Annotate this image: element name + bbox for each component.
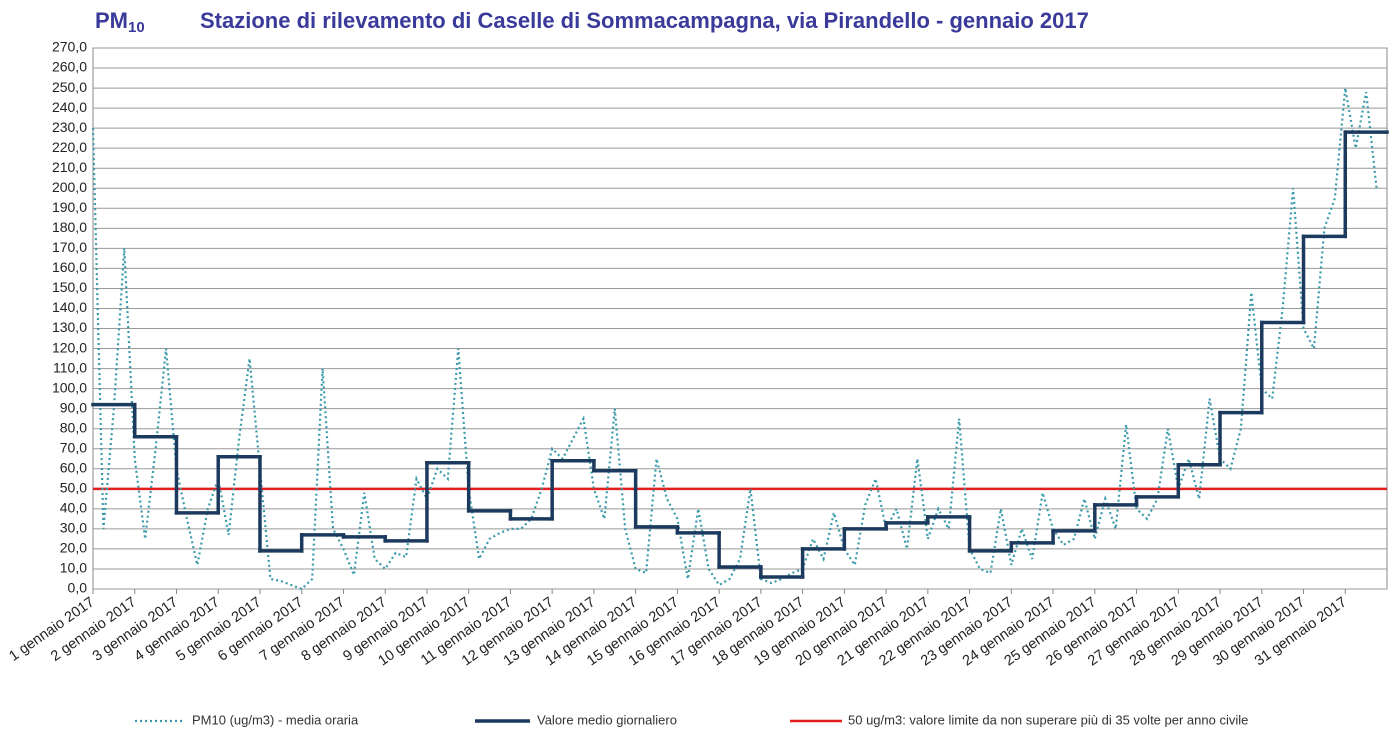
y-tick-label: 200,0 — [52, 179, 87, 195]
y-tick-label: 130,0 — [52, 319, 87, 335]
y-tick-label: 240,0 — [52, 99, 87, 115]
y-tick-label: 120,0 — [52, 339, 87, 355]
subscript: 10 — [128, 19, 145, 36]
y-tick-label: 150,0 — [52, 279, 87, 295]
y-tick-label: 70,0 — [60, 439, 87, 455]
legend-label: Valore medio giornaliero — [537, 712, 677, 727]
y-tick-label: 250,0 — [52, 79, 87, 95]
y-tick-label: 10,0 — [60, 560, 87, 576]
y-tick-label: 230,0 — [52, 119, 87, 135]
y-tick-label: 160,0 — [52, 259, 87, 275]
y-tick-label: 100,0 — [52, 379, 87, 395]
legend-label: 50 ug/m3: valore limite da non superare … — [848, 712, 1248, 727]
plot-frame — [92, 47, 1388, 590]
y-tick-label: 180,0 — [52, 219, 87, 235]
y-tick-label: 50,0 — [60, 480, 87, 496]
y-tick-label: 90,0 — [60, 399, 87, 415]
y-tick-label: 40,0 — [60, 500, 87, 516]
y-tick-label: 110,0 — [53, 359, 87, 375]
y-tick-label: 260,0 — [52, 59, 87, 75]
y-tick-label: 210,0 — [52, 159, 87, 175]
y-tick-label: 190,0 — [52, 199, 87, 215]
y-tick-label: 0,0 — [68, 580, 88, 596]
y-tick-label: 220,0 — [52, 139, 87, 155]
legend-label: PM10 (ug/m3) - media oraria — [192, 712, 359, 727]
y-tick-label: 80,0 — [60, 419, 87, 435]
y-tick-label: 20,0 — [60, 540, 87, 556]
y-tick-label: 140,0 — [52, 299, 87, 315]
pollutant: PM — [95, 8, 128, 33]
y-tick-label: 60,0 — [60, 459, 87, 475]
y-tick-label: 30,0 — [60, 520, 87, 536]
hourly-line — [91, 87, 1378, 591]
y-tick-label: 270,0 — [52, 39, 87, 55]
chart-title: Stazione di rilevamento di Caselle di So… — [200, 8, 1089, 33]
y-tick-label: 170,0 — [52, 239, 87, 255]
title-pollutant: PM10 — [95, 8, 145, 36]
